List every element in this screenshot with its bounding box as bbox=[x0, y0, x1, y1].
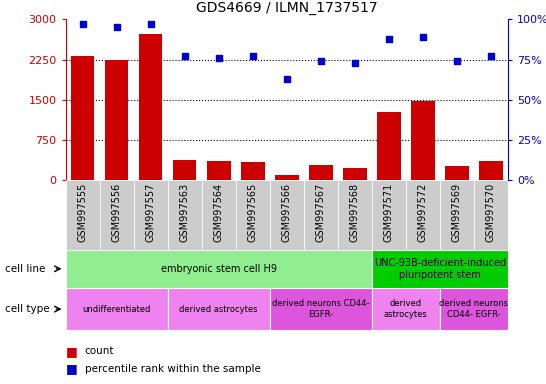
Text: ■: ■ bbox=[66, 345, 78, 358]
Point bbox=[316, 58, 325, 64]
Point bbox=[453, 58, 461, 64]
Bar bbox=[275, 175, 299, 180]
Title: GDS4669 / ILMN_1737517: GDS4669 / ILMN_1737517 bbox=[196, 2, 377, 15]
Text: GSM997568: GSM997568 bbox=[349, 182, 360, 242]
Bar bbox=[241, 162, 265, 180]
Bar bbox=[236, 180, 270, 250]
Text: GSM997569: GSM997569 bbox=[452, 182, 462, 242]
Bar bbox=[337, 180, 372, 250]
Point bbox=[351, 60, 359, 66]
Bar bbox=[139, 34, 163, 180]
Point bbox=[112, 24, 121, 30]
Bar bbox=[134, 180, 168, 250]
Bar bbox=[479, 161, 503, 180]
Bar bbox=[70, 56, 94, 180]
Point bbox=[146, 21, 155, 27]
Point bbox=[282, 76, 291, 82]
Point bbox=[418, 34, 427, 40]
Text: GSM997570: GSM997570 bbox=[486, 182, 496, 242]
Text: GSM997564: GSM997564 bbox=[213, 182, 224, 242]
Text: GSM997555: GSM997555 bbox=[78, 182, 87, 242]
Text: UNC-93B-deficient-induced
pluripotent stem: UNC-93B-deficient-induced pluripotent st… bbox=[373, 258, 506, 280]
Bar bbox=[66, 288, 168, 330]
Text: GSM997572: GSM997572 bbox=[418, 182, 428, 242]
Bar bbox=[99, 180, 134, 250]
Bar bbox=[343, 168, 366, 180]
Bar bbox=[201, 180, 236, 250]
Text: derived neurons CD44-
EGFR-: derived neurons CD44- EGFR- bbox=[272, 300, 370, 319]
Text: cell line: cell line bbox=[5, 264, 46, 274]
Bar bbox=[309, 166, 333, 180]
Text: GSM997557: GSM997557 bbox=[146, 182, 156, 242]
Bar bbox=[66, 180, 99, 250]
Text: GSM997566: GSM997566 bbox=[282, 182, 292, 242]
Text: count: count bbox=[85, 346, 114, 356]
Bar bbox=[207, 161, 230, 180]
Bar bbox=[474, 180, 508, 250]
Point bbox=[486, 53, 495, 60]
Point bbox=[384, 35, 393, 41]
Bar bbox=[105, 60, 128, 180]
Text: percentile rank within the sample: percentile rank within the sample bbox=[85, 364, 260, 374]
Point bbox=[78, 21, 87, 27]
Text: GSM997567: GSM997567 bbox=[316, 182, 325, 242]
Bar bbox=[406, 180, 440, 250]
Bar bbox=[270, 180, 304, 250]
Bar bbox=[445, 166, 468, 180]
Bar bbox=[168, 288, 270, 330]
Text: undifferentiated: undifferentiated bbox=[82, 305, 151, 314]
Bar bbox=[440, 288, 508, 330]
Bar bbox=[270, 288, 372, 330]
Text: embryonic stem cell H9: embryonic stem cell H9 bbox=[161, 264, 277, 274]
Point bbox=[214, 55, 223, 61]
Point bbox=[248, 53, 257, 60]
Point bbox=[180, 53, 189, 60]
Bar bbox=[372, 288, 440, 330]
Text: cell type: cell type bbox=[5, 304, 50, 314]
Text: GSM997556: GSM997556 bbox=[111, 182, 122, 242]
Bar bbox=[440, 180, 474, 250]
Bar bbox=[372, 180, 406, 250]
Bar bbox=[372, 250, 508, 288]
Text: derived astrocytes: derived astrocytes bbox=[179, 305, 258, 314]
Text: derived neurons
CD44- EGFR-: derived neurons CD44- EGFR- bbox=[440, 300, 508, 319]
Text: GSM997565: GSM997565 bbox=[248, 182, 258, 242]
Text: GSM997563: GSM997563 bbox=[180, 182, 189, 242]
Text: derived
astrocytes: derived astrocytes bbox=[384, 300, 428, 319]
Bar bbox=[66, 250, 372, 288]
Bar bbox=[173, 159, 197, 180]
Text: ■: ■ bbox=[66, 362, 78, 375]
Bar bbox=[411, 101, 435, 180]
Bar bbox=[304, 180, 337, 250]
Bar bbox=[377, 112, 401, 180]
Text: GSM997571: GSM997571 bbox=[384, 182, 394, 242]
Bar bbox=[168, 180, 201, 250]
